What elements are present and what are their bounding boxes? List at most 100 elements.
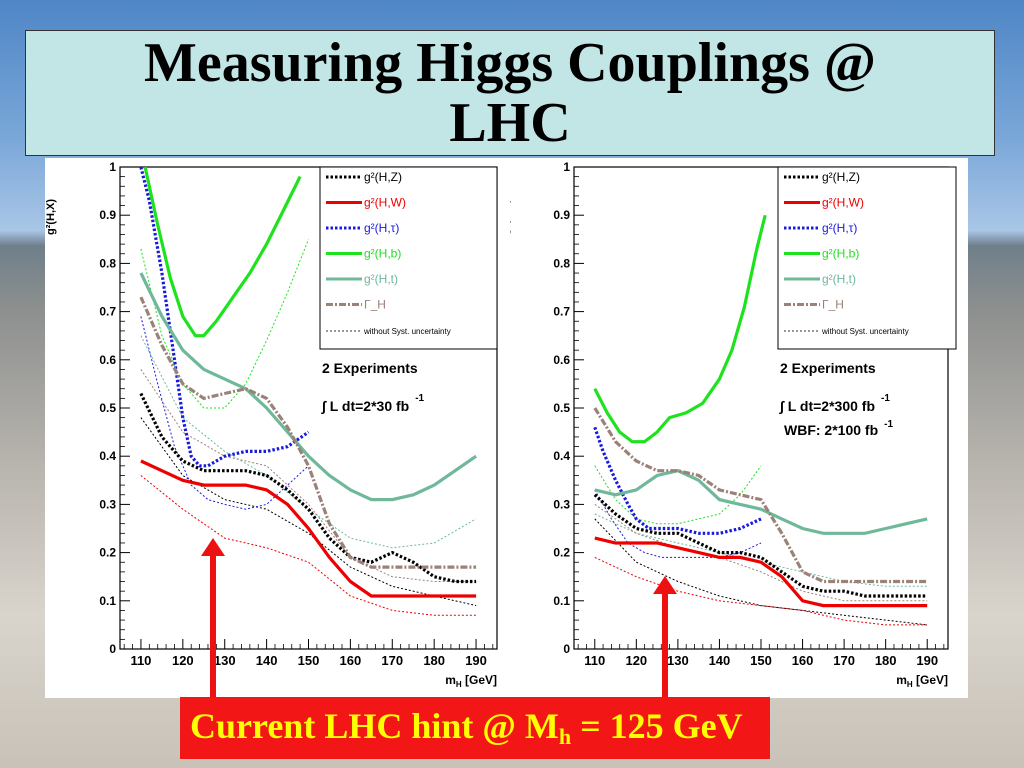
y-tick-label: 0.3 [99,497,116,511]
x-tick-label: 180 [875,653,897,668]
legend-label-Hb: g²(H,b) [364,247,401,261]
x-tick-label: 120 [625,653,647,668]
y-tick-label: 0.5 [553,401,570,415]
series-line-HZ [593,493,928,598]
legend-box [777,166,957,350]
y-tick-label: 0.6 [99,353,116,367]
series-line-HW [140,459,477,598]
annotation-luminosity-exp: -1 [881,393,890,404]
x-tick-label: 170 [833,653,855,668]
y-tick-label: 0.3 [553,497,570,511]
y-tick-label: 0.2 [553,546,570,560]
x-tick-label: 150 [750,653,772,668]
y-tick-label: 0 [109,642,116,656]
series-line-Gamma [139,296,477,569]
annotation-luminosity: ∫ L dt=2*30 fb [321,398,409,415]
x-tick-label: 140 [709,653,731,668]
legend-label-Gamma: Γ_H [364,298,386,312]
y-tick-label: 1 [563,160,570,174]
y-tick-label: 0.5 [99,401,116,415]
legend-label-HW: g²(H,W) [822,196,864,210]
y-axis-title: Δ g²(H,X)g²(H,X) [45,199,57,235]
x-tick-label: 160 [792,653,814,668]
arrow-left-head [201,538,225,556]
slide-title: Measuring Higgs Couplings @ LHC [25,30,995,156]
y-tick-label: 0.2 [99,546,116,560]
y-tick-label: 0 [563,642,570,656]
y-axis-title-den: g²(H,X) [510,199,511,235]
legend-label-Htau: g²(H,τ) [822,221,857,235]
nosyst-line-Gamma [594,503,928,602]
y-tick-label: 0.8 [553,256,570,270]
legend-label-HW: g²(H,W) [364,196,406,210]
legend-label-Hb: g²(H,b) [822,247,859,261]
chart-right: 0 0.1 0.2 0.3 0.4 0.5 0.6 0.7 0.8 0.9 1 110 120 130 14… [510,160,957,689]
x-tick-label: 150 [298,653,320,668]
annotation-experiments: 2 Experiments [322,360,418,376]
x-tick-label: 160 [340,653,362,668]
y-tick-label: 0.7 [99,305,116,319]
annotation-wbf-exp: -1 [884,419,893,430]
x-tick-label: 130 [667,653,689,668]
annotation-experiments: 2 Experiments [780,360,876,376]
hint-text: Current LHC hint @ Mh = 125 GeV [190,705,743,750]
nosyst-line-Gamma [140,369,477,582]
legend-label-HZ: g²(H,Z) [364,170,402,184]
x-tick-label: 110 [584,653,605,668]
legend-label-Gamma: Γ_H [822,298,844,312]
x-tick-label: 130 [214,653,236,668]
legend-label-Ht: g²(H,t) [364,272,398,286]
chart-left-panel: 0 0.1 0.2 0.3 0.4 0.5 0.6 0.7 0.8 0.9 1 110 120 130 14… [45,158,510,698]
y-tick-label: 0.4 [99,449,116,463]
nosyst-line-Ht [594,513,928,587]
nosyst-line-Ht [140,335,477,549]
nosyst-line-HZ [594,518,928,626]
series-line-Gamma [593,407,928,584]
hint-suffix: = 125 GeV [571,706,743,746]
annotation-luminosity-exp: -1 [415,393,424,404]
arrow-right-head [653,576,677,594]
series-line-Ht [594,469,928,535]
annotation-luminosity: ∫ L dt=2*300 fb [779,398,875,415]
nosyst-line-Hb [594,465,762,525]
nosyst-line-HW [594,556,928,626]
legend-box [319,166,498,350]
legend-label-Htau: g²(H,τ) [364,221,399,235]
arrow-right-shaft [662,590,668,698]
y-tick-label: 0.8 [99,256,116,270]
x-tick-label: 110 [130,653,151,668]
y-tick-label: 0.7 [553,305,570,319]
arrow-left-shaft [210,552,216,698]
chart-right-panel: 0 0.1 0.2 0.3 0.4 0.5 0.6 0.7 0.8 0.9 1 110 120 130 14… [510,158,968,698]
legend-label-Ht: g²(H,t) [822,272,856,286]
hint-subscript: h [558,724,572,749]
x-tick-label: 190 [916,653,938,668]
series-line-HW [594,536,928,608]
y-tick-label: 0.1 [99,594,116,608]
hint-box [180,697,770,759]
legend-label-HZ: g²(H,Z) [822,170,860,184]
y-tick-label: 0.1 [553,594,570,608]
series-line-Htau [139,167,310,468]
y-axis-title: Δ g²(H,X)g²(H,X) [510,199,511,235]
x-tick-label: 180 [423,653,445,668]
chart-left: 0 0.1 0.2 0.3 0.4 0.5 0.6 0.7 0.8 0.9 1 110 120 130 14… [45,160,498,689]
series-line-Htau [593,426,762,535]
annotation-wbf: WBF: 2*100 fb [784,422,878,438]
y-tick-label: 0.9 [99,208,116,222]
x-axis-title: mH [GeV] [445,673,497,689]
legend-label-nosyst: without Syst. uncertainty [821,327,909,336]
series-line-Ht [139,272,478,502]
legend-label-nosyst: without Syst. uncertainty [363,327,451,336]
y-tick-label: 0.4 [553,449,570,463]
x-tick-label: 120 [172,653,194,668]
x-axis-title: mH [GeV] [896,673,948,689]
y-axis-title-den: g²(H,X) [45,199,57,235]
y-tick-label: 0.6 [553,353,570,367]
hint-prefix: Current LHC hint @ M [190,706,559,746]
series-line-Hb [593,214,767,444]
nosyst-line-Hb [140,239,309,409]
y-tick-label: 1 [109,160,116,174]
x-tick-label: 170 [381,653,403,668]
